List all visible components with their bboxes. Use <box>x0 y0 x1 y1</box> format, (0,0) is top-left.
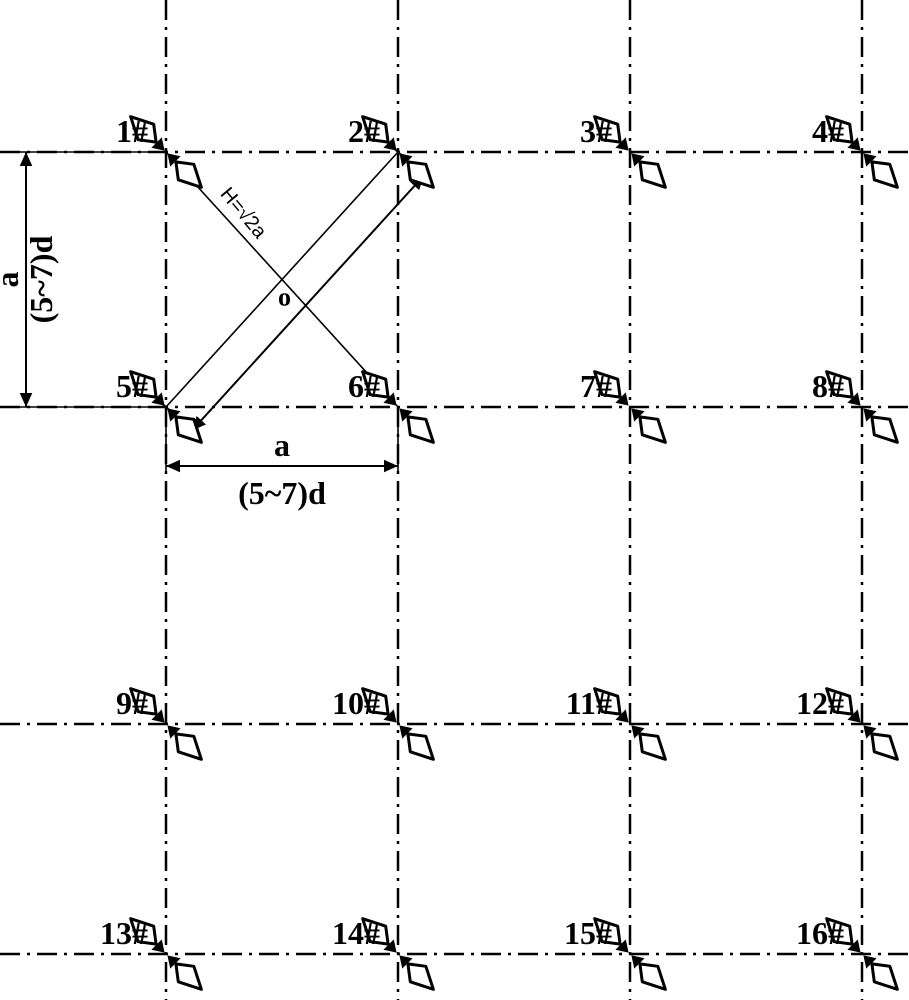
marker-label: 2# <box>348 113 380 149</box>
diag-formula: H=√2a <box>216 183 272 243</box>
marker-label: 12# <box>796 685 844 721</box>
marker-label: 14# <box>332 915 380 951</box>
marker-label: 1# <box>116 113 148 149</box>
marker-label: 11# <box>566 685 612 721</box>
marker-label: 15# <box>564 915 612 951</box>
dim-arrow <box>20 393 33 407</box>
marker-label: 6# <box>348 368 380 404</box>
marker-label: 16# <box>796 915 844 951</box>
marker-label: 3# <box>580 113 612 149</box>
dim-v-label-a: a <box>0 272 25 288</box>
marker-label: 13# <box>100 915 148 951</box>
marker-label: 9# <box>116 685 148 721</box>
dim-h-label-a: a <box>274 427 290 463</box>
dim-arrow <box>20 152 33 166</box>
dim-v-labelgroup: a(5~7)d <box>0 235 59 323</box>
dim-arrow <box>384 460 398 473</box>
marker-label: 7# <box>580 368 612 404</box>
dim-h-label-sub: (5~7)d <box>238 475 326 511</box>
dim-v-label-sub: (5~7)d <box>23 235 59 323</box>
diag-center-label: o <box>278 283 291 312</box>
marker-label: 5# <box>116 368 148 404</box>
marker-label: 4# <box>812 113 844 149</box>
marker-label: 8# <box>812 368 844 404</box>
marker-label: 10# <box>332 685 380 721</box>
para-offset-line <box>192 176 424 431</box>
dim-arrow <box>166 460 180 473</box>
